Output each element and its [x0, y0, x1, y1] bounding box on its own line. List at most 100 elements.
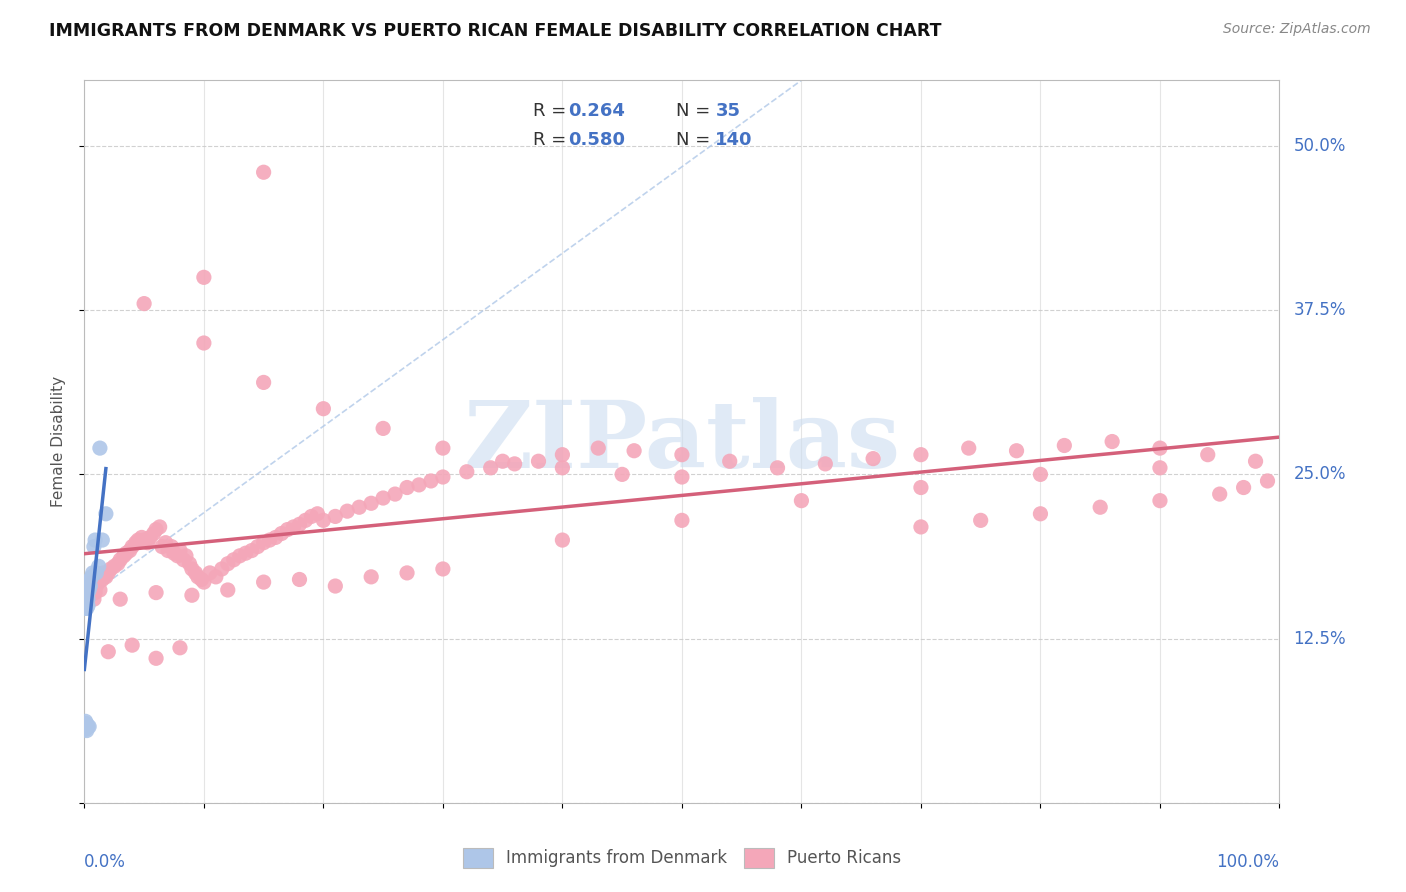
- Point: [89, 441, 111, 455]
- Point: [75, 592, 97, 607]
- Point: [551, 533, 574, 547]
- Point: [75, 592, 97, 607]
- Point: [75, 599, 97, 613]
- Point: [910, 481, 932, 495]
- Point: [121, 638, 143, 652]
- Point: [115, 546, 138, 560]
- Text: 0.580: 0.580: [568, 130, 626, 149]
- Point: [179, 557, 201, 571]
- Point: [131, 531, 153, 545]
- Point: [1005, 443, 1028, 458]
- Point: [1244, 454, 1267, 468]
- Point: [312, 513, 335, 527]
- Point: [91, 573, 114, 587]
- Point: [259, 533, 281, 547]
- Point: [80, 579, 103, 593]
- Point: [75, 720, 97, 734]
- Point: [1149, 460, 1171, 475]
- Point: [76, 717, 98, 731]
- Y-axis label: Female Disability: Female Disability: [51, 376, 66, 508]
- Text: 35: 35: [716, 102, 741, 120]
- Point: [1197, 448, 1219, 462]
- Point: [150, 540, 173, 554]
- Point: [89, 582, 111, 597]
- Point: [373, 491, 395, 505]
- Point: [503, 457, 526, 471]
- Point: [155, 535, 177, 549]
- Point: [84, 585, 107, 599]
- Point: [246, 540, 269, 554]
- Point: [408, 478, 430, 492]
- Point: [288, 517, 311, 532]
- Point: [1149, 493, 1171, 508]
- Point: [76, 596, 98, 610]
- Point: [91, 533, 114, 547]
- Point: [84, 533, 107, 547]
- Point: [349, 500, 371, 515]
- Point: [198, 566, 221, 580]
- Point: [432, 441, 454, 455]
- Point: [253, 575, 276, 590]
- Point: [132, 533, 156, 547]
- Point: [87, 559, 110, 574]
- Point: [83, 592, 105, 607]
- Text: N =: N =: [676, 102, 716, 120]
- Point: [79, 579, 101, 593]
- Point: [193, 336, 215, 351]
- Point: [75, 717, 97, 731]
- Point: [145, 651, 167, 665]
- Point: [76, 720, 98, 734]
- Point: [551, 448, 574, 462]
- Point: [100, 562, 122, 576]
- Point: [623, 443, 645, 458]
- Point: [181, 562, 204, 576]
- Point: [1090, 500, 1112, 515]
- Point: [75, 592, 97, 607]
- Text: 37.5%: 37.5%: [1294, 301, 1346, 319]
- Point: [325, 579, 347, 593]
- Point: [103, 559, 125, 574]
- Point: [217, 557, 239, 571]
- Point: [253, 535, 276, 549]
- Point: [240, 543, 263, 558]
- Point: [360, 570, 382, 584]
- Point: [373, 421, 395, 435]
- Point: [1209, 487, 1232, 501]
- Point: [1257, 474, 1279, 488]
- Point: [718, 454, 741, 468]
- Point: [360, 496, 382, 510]
- Point: [211, 562, 233, 576]
- Point: [1149, 441, 1171, 455]
- Point: [1029, 467, 1052, 482]
- Point: [112, 549, 135, 563]
- Point: [336, 504, 359, 518]
- Point: [190, 573, 212, 587]
- Text: 140: 140: [716, 130, 752, 149]
- Point: [132, 296, 156, 310]
- Point: [173, 553, 195, 567]
- Point: [671, 513, 693, 527]
- Point: [181, 588, 204, 602]
- Point: [970, 513, 993, 527]
- Point: [612, 467, 634, 482]
- Point: [253, 376, 276, 390]
- Point: [77, 592, 100, 607]
- Point: [79, 588, 101, 602]
- Point: [76, 601, 98, 615]
- Text: R =: R =: [533, 130, 571, 149]
- Point: [145, 523, 167, 537]
- Point: [77, 575, 100, 590]
- Point: [76, 592, 98, 607]
- Point: [75, 717, 97, 731]
- Point: [86, 579, 108, 593]
- Point: [270, 526, 292, 541]
- Point: [910, 520, 932, 534]
- Point: [163, 546, 186, 560]
- Point: [814, 457, 837, 471]
- Point: [86, 566, 108, 580]
- Point: [479, 460, 502, 475]
- Point: [75, 723, 97, 737]
- Point: [110, 592, 132, 607]
- Point: [77, 585, 100, 599]
- Point: [312, 401, 335, 416]
